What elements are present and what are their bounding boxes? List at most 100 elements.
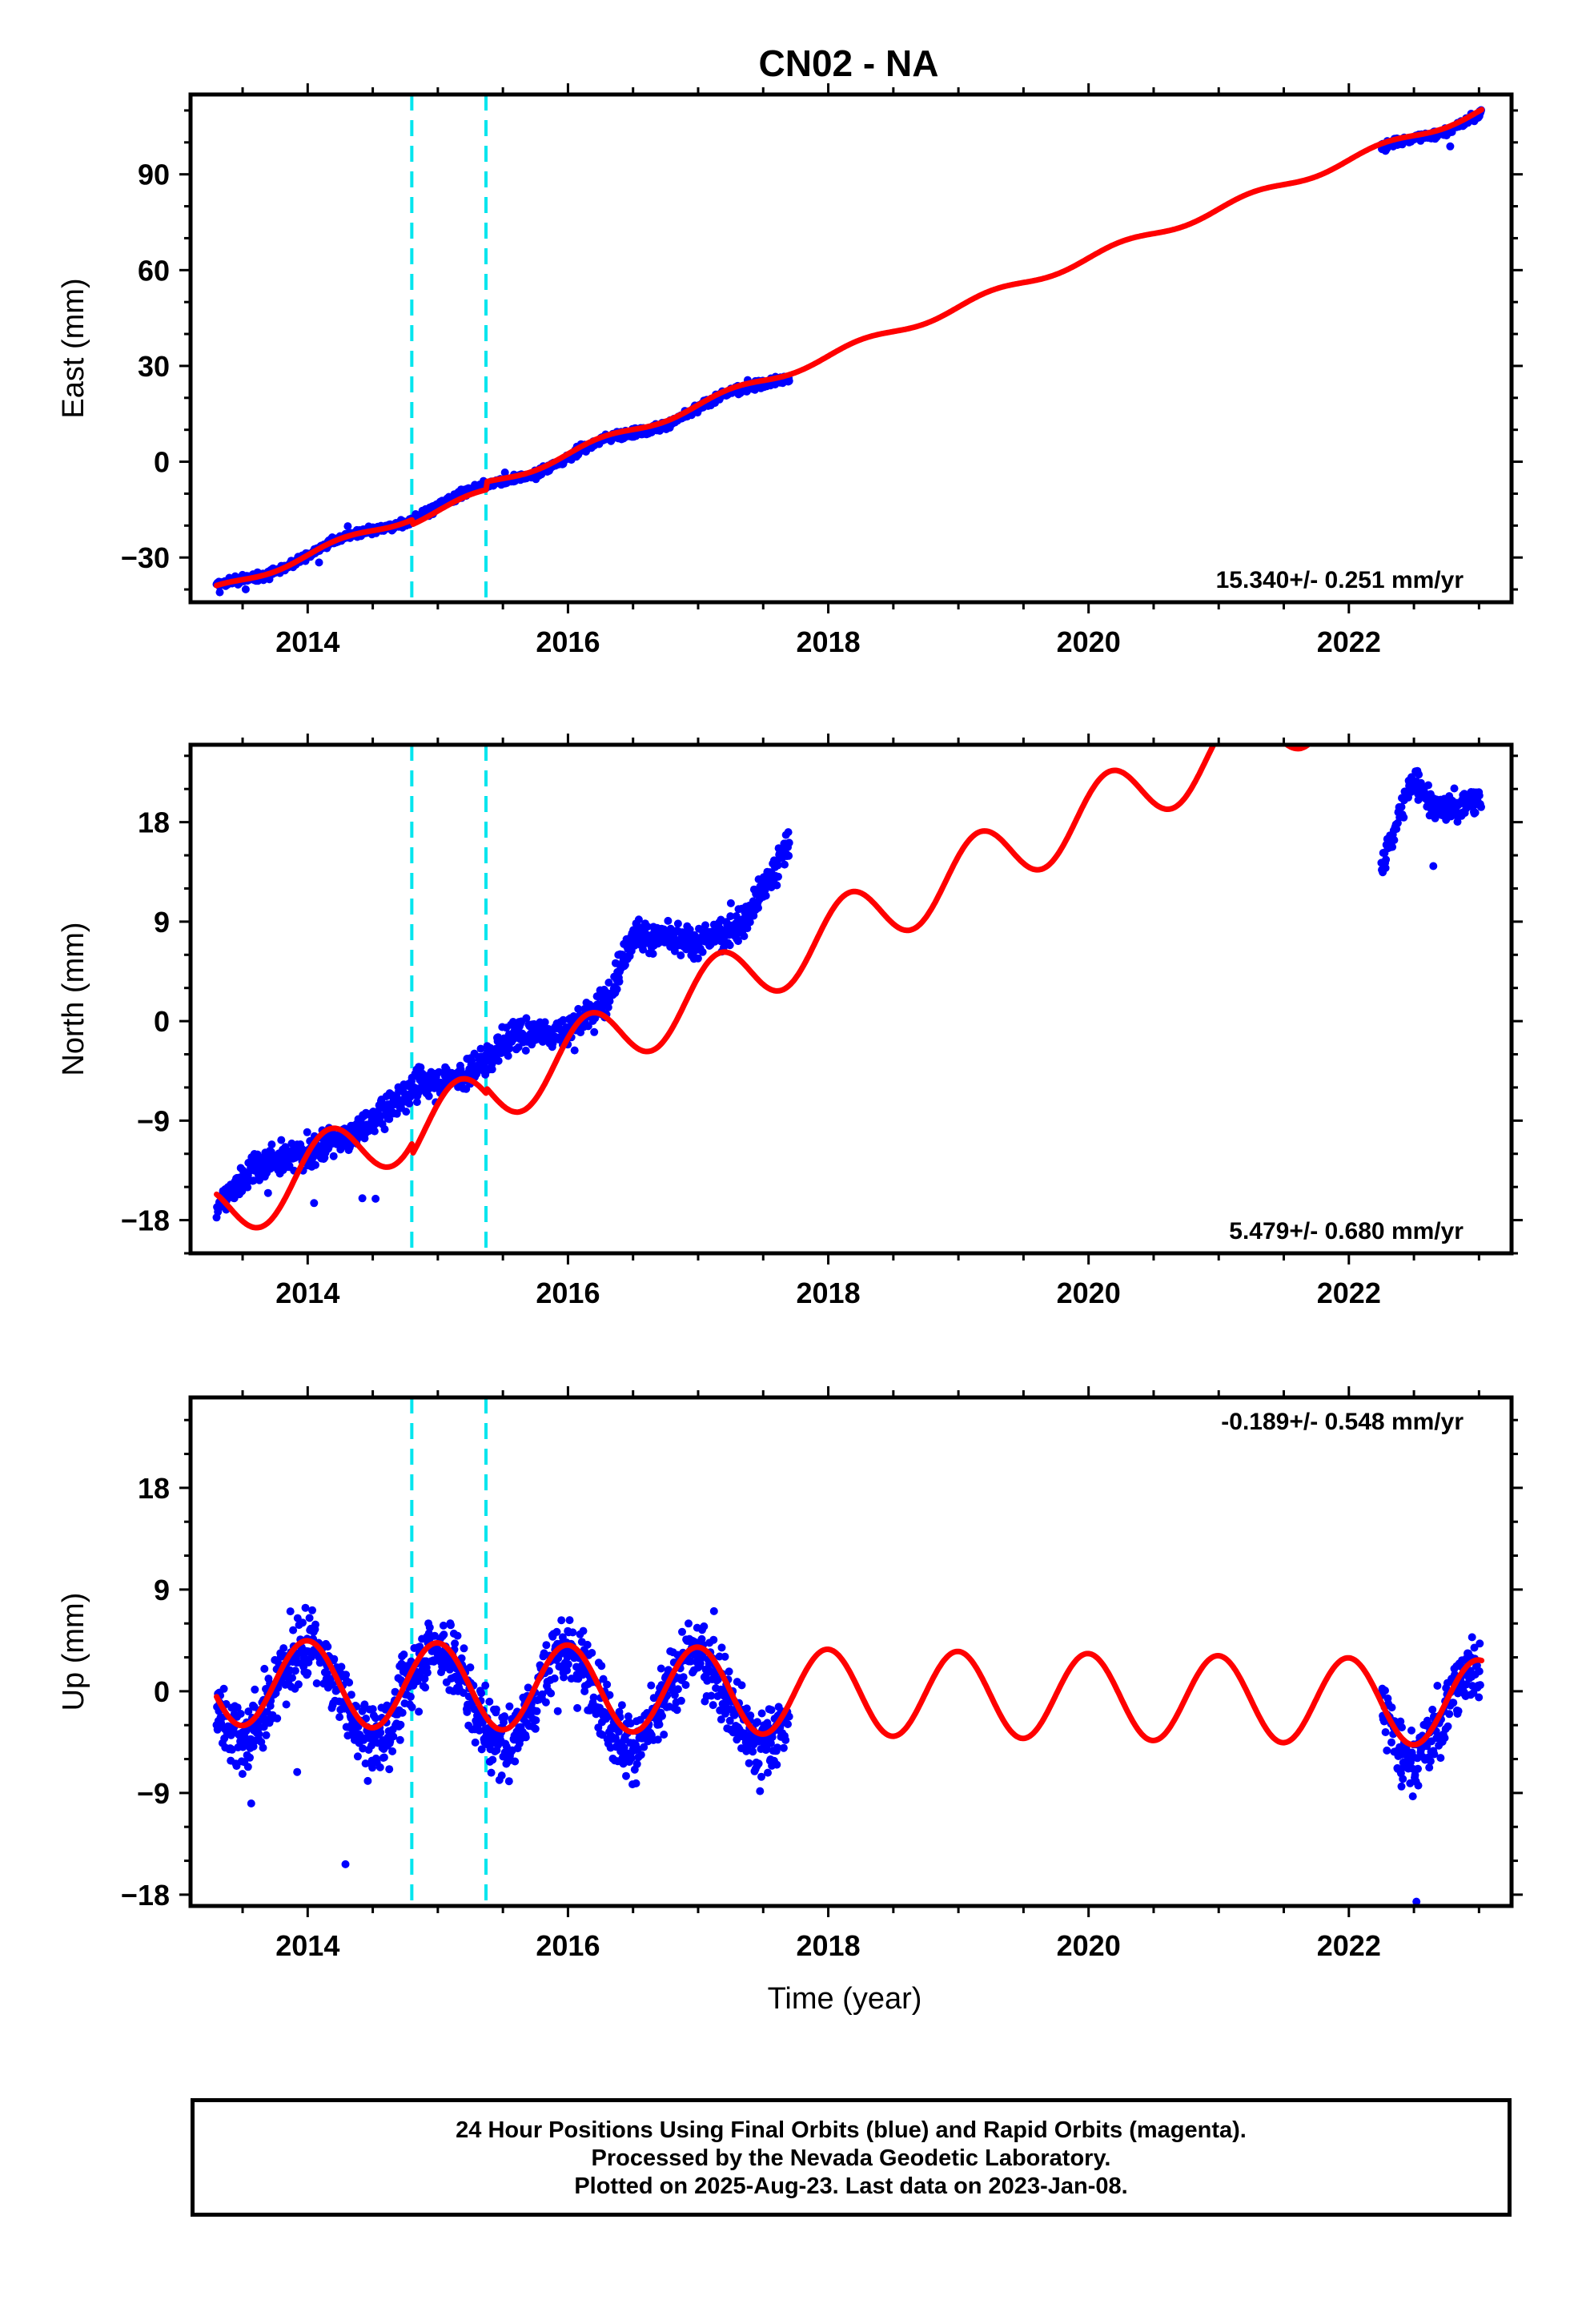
up-data-point bbox=[293, 1767, 302, 1776]
up-x-tick-label: 2018 bbox=[797, 1929, 861, 1962]
north-y-tick-label: 0 bbox=[154, 1005, 170, 1038]
up-data-point bbox=[451, 1639, 460, 1648]
north-data-point bbox=[701, 921, 709, 930]
north-x-tick-label: 2018 bbox=[797, 1277, 861, 1309]
north-data-point bbox=[754, 903, 762, 912]
east-x-tick-label: 2020 bbox=[1057, 625, 1121, 658]
up-data-point bbox=[524, 1683, 532, 1692]
up-data-point bbox=[421, 1683, 430, 1692]
up-data-point bbox=[408, 1703, 416, 1711]
up-data-point bbox=[563, 1666, 571, 1675]
up-data-point bbox=[1414, 1764, 1422, 1773]
north-data-point bbox=[1477, 802, 1485, 811]
up-data-point bbox=[1397, 1782, 1406, 1791]
up-data-point bbox=[487, 1768, 496, 1777]
footer-line-processed: Processed by the Nevada Geodetic Laborat… bbox=[591, 2145, 1111, 2171]
up-data-point bbox=[729, 1728, 737, 1737]
up-data-point bbox=[521, 1733, 530, 1742]
up-data-point bbox=[785, 1712, 793, 1721]
up-data-point bbox=[632, 1759, 641, 1768]
north-data-point bbox=[468, 1057, 476, 1065]
up-data-point bbox=[345, 1679, 354, 1687]
up-data-point bbox=[725, 1716, 734, 1725]
north-data-point bbox=[504, 1051, 512, 1060]
up-data-point bbox=[294, 1680, 303, 1689]
up-data-point bbox=[664, 1666, 673, 1675]
up-data-point bbox=[477, 1689, 486, 1698]
up-data-point bbox=[547, 1689, 556, 1698]
north-data-point bbox=[664, 916, 673, 925]
up-data-point bbox=[678, 1627, 686, 1636]
up-data-point bbox=[1411, 1771, 1419, 1779]
north-x-tick-label: 2022 bbox=[1317, 1277, 1381, 1309]
north-data-point bbox=[1431, 814, 1439, 822]
up-data-point bbox=[1412, 1897, 1421, 1906]
up-data-point bbox=[439, 1621, 448, 1630]
up-data-point bbox=[368, 1763, 377, 1772]
up-data-point bbox=[745, 1759, 753, 1767]
up-data-point bbox=[1408, 1792, 1417, 1801]
north-data-point bbox=[725, 941, 734, 950]
up-data-point bbox=[1399, 1775, 1407, 1783]
up-data-point bbox=[1407, 1726, 1415, 1735]
north-data-point bbox=[385, 1115, 394, 1124]
east-y-tick-label: −30 bbox=[121, 541, 170, 574]
north-data-point bbox=[1390, 836, 1399, 844]
north-data-point bbox=[1381, 863, 1390, 872]
up-data-point bbox=[1469, 1689, 1478, 1697]
north-plot-content bbox=[212, 745, 1485, 1253]
up-data-point bbox=[385, 1765, 394, 1774]
up-data-point bbox=[447, 1621, 455, 1630]
north-data-point bbox=[693, 954, 702, 963]
east-x-tick-label: 2014 bbox=[275, 625, 339, 658]
up-data-point bbox=[398, 1708, 407, 1717]
up-data-point bbox=[542, 1641, 551, 1650]
north-data-point bbox=[761, 891, 770, 900]
north-data-point bbox=[784, 828, 793, 837]
up-x-tick-label: 2014 bbox=[275, 1929, 339, 1962]
up-x-tick-label: 2016 bbox=[536, 1929, 600, 1962]
up-data-point bbox=[466, 1663, 475, 1672]
up-data-point bbox=[247, 1799, 255, 1807]
up-data-point bbox=[1436, 1754, 1445, 1763]
up-data-point bbox=[497, 1771, 506, 1780]
up-data-point bbox=[1454, 1707, 1463, 1715]
up-data-point bbox=[560, 1673, 568, 1682]
up-data-point bbox=[746, 1711, 755, 1720]
up-data-point bbox=[1430, 1750, 1439, 1759]
up-data-point bbox=[485, 1697, 494, 1706]
north-frame bbox=[188, 742, 1514, 1256]
east-data-point bbox=[315, 558, 323, 567]
up-data-point bbox=[375, 1763, 384, 1771]
north-data-point bbox=[405, 1100, 414, 1108]
up-data-point bbox=[1383, 1746, 1391, 1755]
up-data-point bbox=[299, 1618, 307, 1627]
north-data-point bbox=[740, 932, 749, 940]
north-data-point bbox=[743, 924, 752, 933]
up-data-point bbox=[1476, 1639, 1484, 1648]
east-data-point bbox=[1446, 142, 1455, 151]
north-data-point bbox=[424, 1092, 433, 1100]
up-data-point bbox=[1428, 1705, 1437, 1714]
up-data-point bbox=[656, 1664, 665, 1673]
up-data-point bbox=[531, 1724, 540, 1733]
up-data-point bbox=[781, 1735, 790, 1744]
east-velocity-label: 15.340+/- 0.251 mm/yr bbox=[1216, 567, 1464, 593]
up-data-point bbox=[251, 1685, 259, 1694]
up-data-point bbox=[341, 1860, 350, 1868]
up-data-point bbox=[511, 1757, 520, 1766]
up-data-point bbox=[259, 1743, 267, 1752]
up-data-point bbox=[434, 1646, 443, 1655]
up-data-point bbox=[766, 1739, 775, 1747]
north-data-point bbox=[416, 1063, 425, 1072]
north-data-point bbox=[574, 1004, 583, 1013]
up-data-point bbox=[289, 1626, 298, 1634]
up-data-point bbox=[246, 1753, 254, 1762]
east-data-point bbox=[785, 376, 793, 385]
up-data-point bbox=[742, 1704, 751, 1713]
north-data-point bbox=[380, 1125, 389, 1134]
east-x-tick-label: 2018 bbox=[797, 625, 861, 658]
north-data-point bbox=[505, 1044, 514, 1053]
north-data-point bbox=[677, 951, 685, 959]
north-data-point bbox=[734, 937, 742, 946]
